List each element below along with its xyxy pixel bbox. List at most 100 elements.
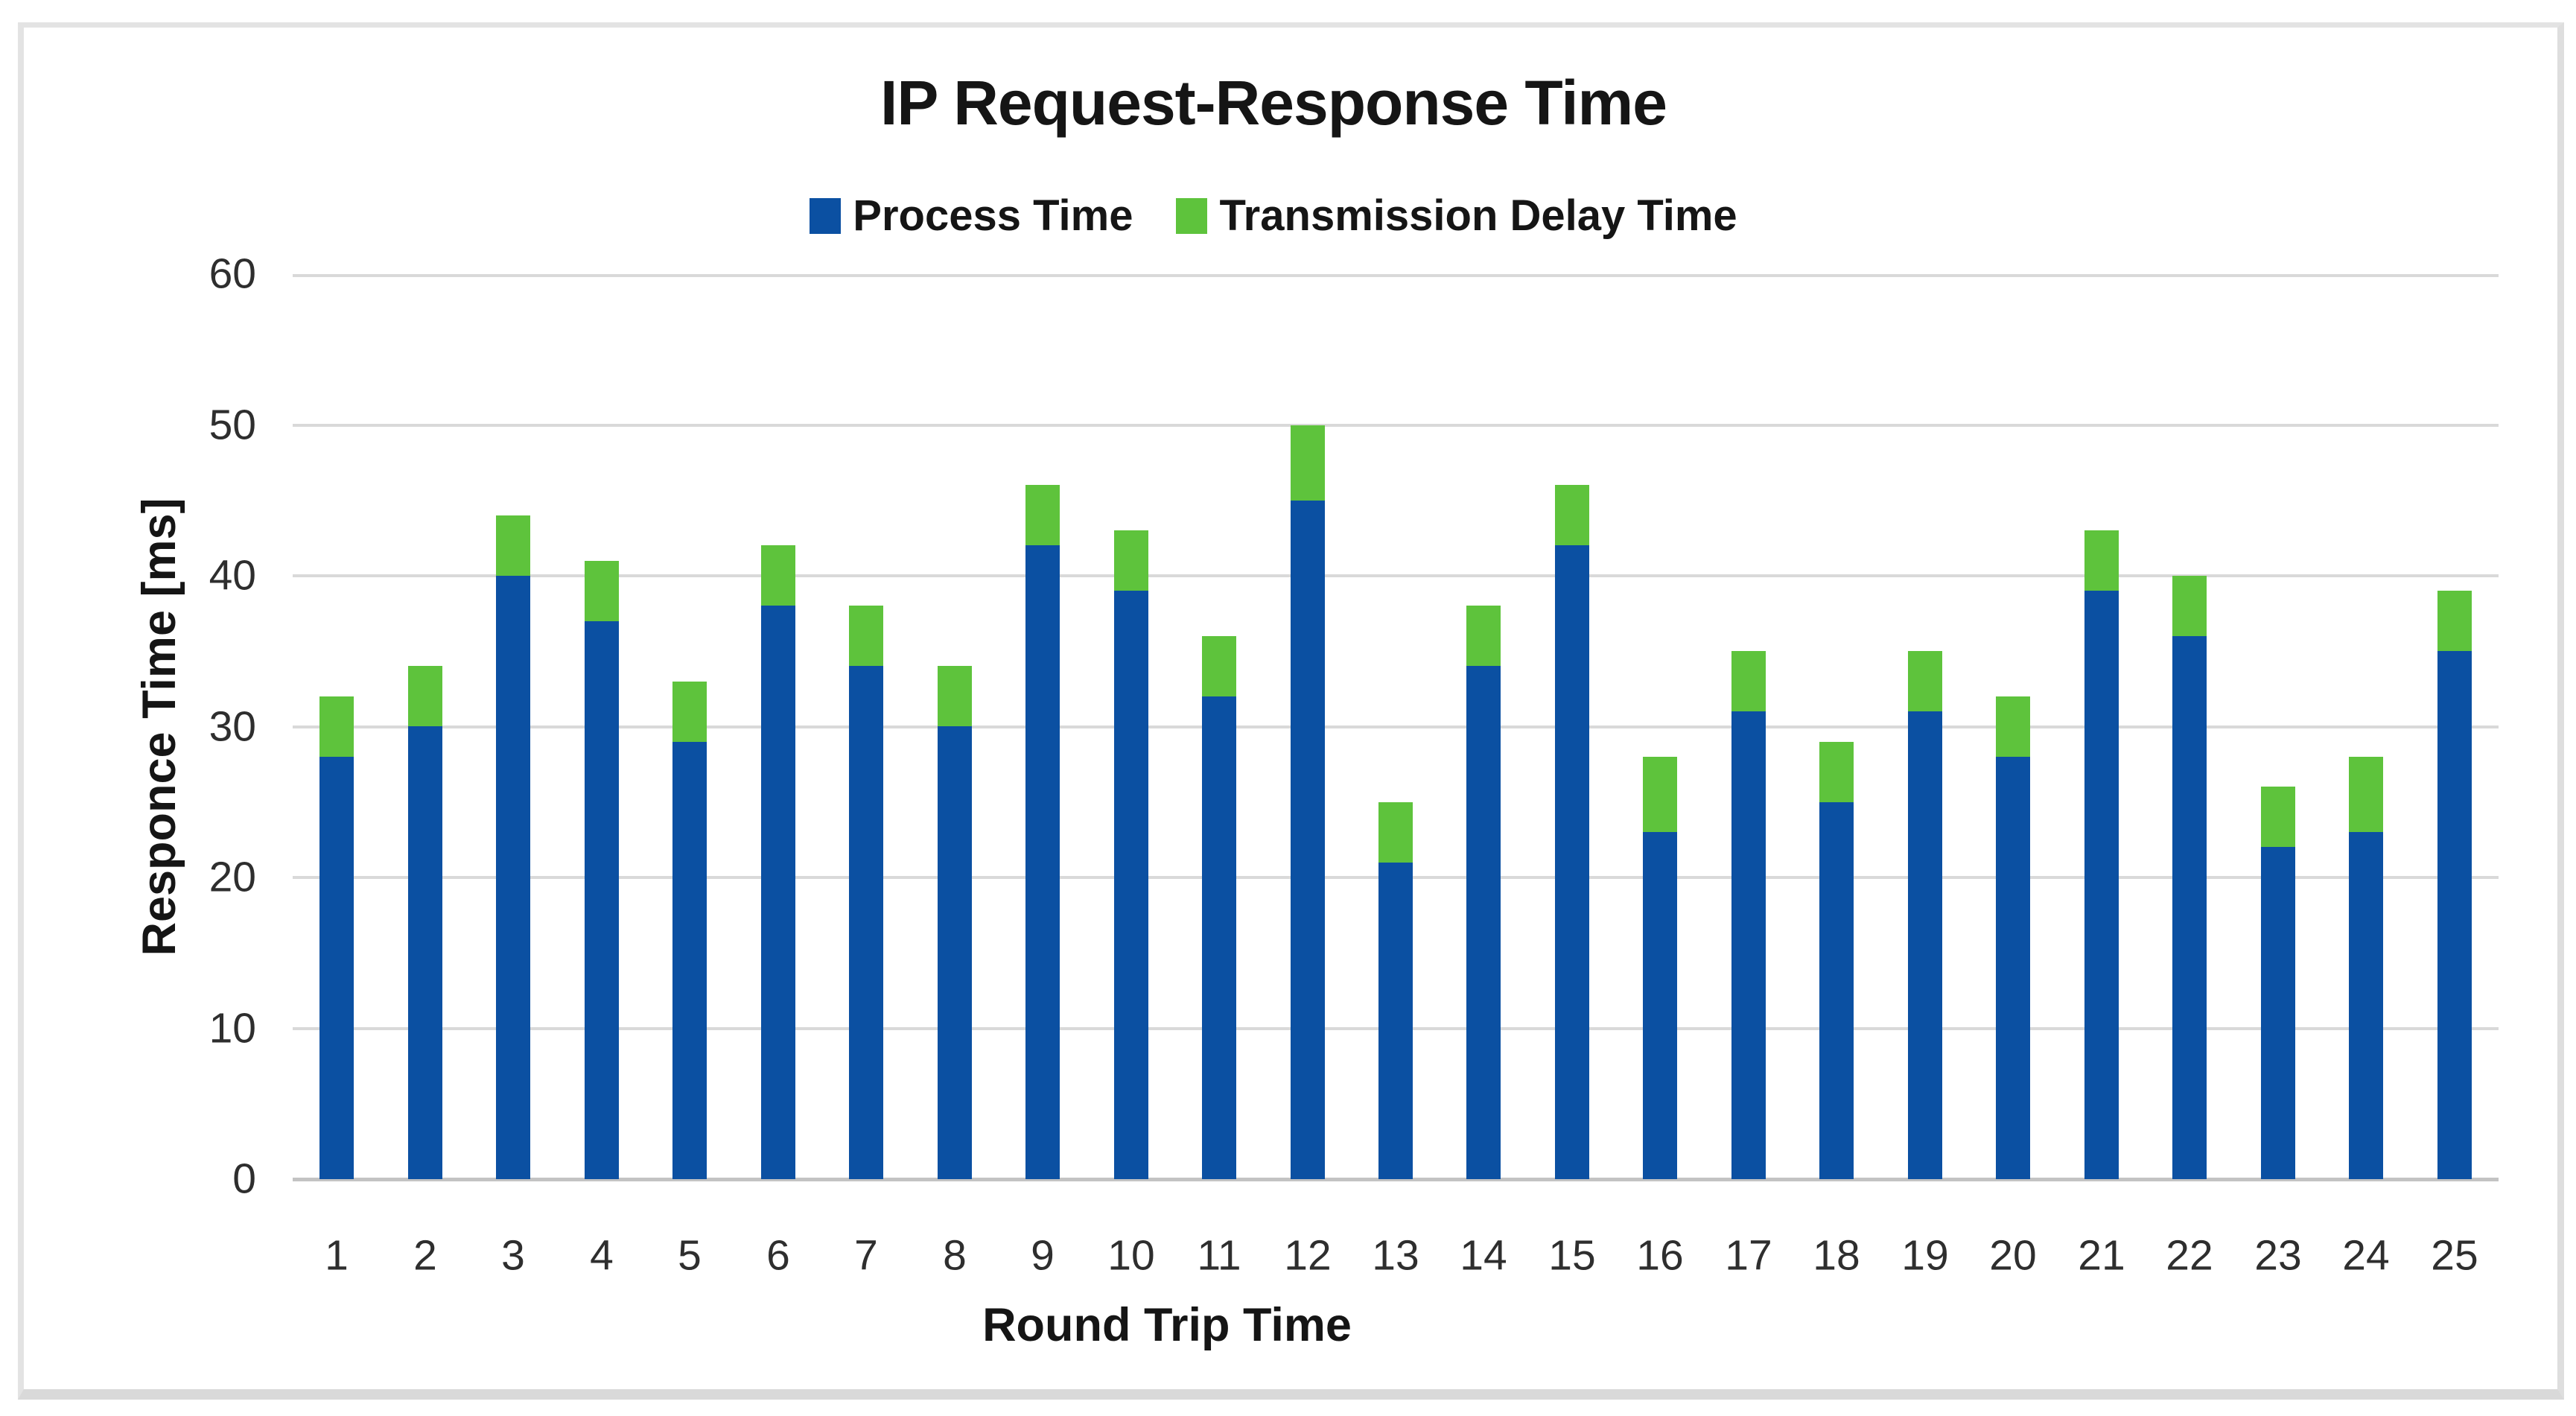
bar-3	[496, 515, 530, 1179]
transmission-delay-segment-4	[585, 561, 619, 621]
process-time-segment-21	[2084, 591, 2119, 1179]
bar-19	[1908, 651, 1942, 1179]
process-time-segment-14	[1466, 666, 1501, 1179]
y-tick-label-60: 60	[209, 250, 256, 298]
x-tick-label-14: 14	[1460, 1231, 1507, 1280]
bar-23	[2261, 787, 2295, 1179]
bar-10	[1114, 530, 1148, 1179]
gridline-y-0	[293, 1178, 2499, 1181]
transmission-delay-segment-23	[2261, 787, 2295, 847]
bar-9	[1025, 485, 1060, 1179]
process-time-segment-15	[1555, 545, 1589, 1179]
bar-2	[408, 666, 442, 1179]
x-tick-label-6: 6	[766, 1231, 790, 1280]
transmission-delay-segment-11	[1202, 636, 1236, 696]
x-tick-label-15: 15	[1548, 1231, 1596, 1280]
x-tick-label-24: 24	[2342, 1231, 2390, 1280]
process-time-segment-18	[1819, 802, 1854, 1179]
transmission-delay-segment-9	[1025, 485, 1060, 545]
process-time-segment-23	[2261, 847, 2295, 1179]
transmission-delay-segment-3	[496, 515, 530, 576]
transmission-delay-segment-20	[1996, 696, 2030, 757]
bar-17	[1731, 651, 1766, 1179]
bar-24	[2349, 757, 2383, 1179]
y-tick-label-0: 0	[232, 1155, 256, 1203]
transmission-delay-segment-1	[319, 696, 354, 757]
process-time-segment-24	[2349, 832, 2383, 1179]
x-tick-label-21: 21	[2078, 1231, 2125, 1280]
x-tick-label-5: 5	[678, 1231, 702, 1280]
bar-14	[1466, 606, 1501, 1179]
transmission-delay-segment-5	[672, 682, 707, 742]
process-time-segment-13	[1378, 863, 1413, 1179]
bar-12	[1291, 425, 1325, 1179]
transmission-delay-segment-15	[1555, 485, 1589, 545]
process-time-segment-3	[496, 576, 530, 1179]
bar-20	[1996, 696, 2030, 1179]
process-time-segment-17	[1731, 711, 1766, 1179]
transmission-delay-segment-25	[2437, 591, 2472, 651]
x-tick-label-23: 23	[2254, 1231, 2302, 1280]
x-tick-label-12: 12	[1284, 1231, 1332, 1280]
transmission-delay-segment-6	[761, 545, 795, 606]
transmission-delay-segment-24	[2349, 757, 2383, 832]
x-tick-label-1: 1	[325, 1231, 349, 1280]
x-tick-label-17: 17	[1725, 1231, 1772, 1280]
legend: Process Time Transmission Delay Time	[0, 192, 2547, 240]
process-time-segment-16	[1643, 832, 1677, 1179]
x-tick-label-8: 8	[943, 1231, 967, 1280]
transmission-delay-segment-10	[1114, 530, 1148, 591]
x-tick-label-19: 19	[1901, 1231, 1949, 1280]
x-tick-label-20: 20	[1989, 1231, 2037, 1280]
bar-1	[319, 696, 354, 1179]
process-time-segment-12	[1291, 501, 1325, 1179]
legend-label-transmission-delay-time: Transmission Delay Time	[1219, 191, 1737, 240]
bar-5	[672, 682, 707, 1179]
process-time-segment-1	[319, 757, 354, 1179]
transmission-delay-segment-16	[1643, 757, 1677, 832]
x-tick-label-11: 11	[1197, 1231, 1241, 1280]
x-tick-label-4: 4	[590, 1231, 614, 1280]
gridline-y-60	[293, 274, 2499, 277]
transmission-delay-segment-8	[938, 666, 972, 726]
process-time-segment-9	[1025, 545, 1060, 1179]
x-tick-label-13: 13	[1372, 1231, 1419, 1280]
process-time-swatch	[810, 197, 842, 234]
bar-13	[1378, 802, 1413, 1179]
plot-area	[293, 274, 2499, 1181]
bar-25	[2437, 591, 2472, 1179]
bar-8	[938, 666, 972, 1179]
gridline-y-50	[293, 424, 2499, 427]
x-tick-label-18: 18	[1813, 1231, 1860, 1280]
process-time-segment-25	[2437, 651, 2472, 1179]
y-tick-label-10: 10	[209, 1004, 256, 1052]
x-tick-label-7: 7	[854, 1231, 878, 1280]
process-time-segment-22	[2172, 636, 2207, 1179]
x-tick-label-22: 22	[2166, 1231, 2213, 1280]
transmission-delay-segment-21	[2084, 530, 2119, 591]
process-time-segment-20	[1996, 757, 2030, 1179]
transmission-delay-segment-22	[2172, 576, 2207, 636]
transmission-delay-segment-18	[1819, 742, 1854, 802]
transmission-delay-segment-13	[1378, 802, 1413, 863]
y-tick-label-30: 30	[209, 702, 256, 750]
transmission-delay-segment-7	[849, 606, 883, 666]
transmission-delay-segment-2	[408, 666, 442, 726]
transmission-delay-segment-14	[1466, 606, 1501, 666]
bar-6	[761, 545, 795, 1179]
x-tick-label-25: 25	[2431, 1231, 2478, 1280]
bar-22	[2172, 576, 2207, 1179]
x-tick-label-10: 10	[1107, 1231, 1155, 1280]
y-tick-label-50: 50	[209, 401, 256, 448]
transmission-delay-time-swatch	[1176, 197, 1208, 234]
process-time-segment-4	[585, 621, 619, 1179]
process-time-segment-5	[672, 742, 707, 1179]
bar-4	[585, 561, 619, 1179]
gridline-y-30	[293, 726, 2499, 728]
x-tick-label-9: 9	[1031, 1231, 1055, 1280]
process-time-segment-2	[408, 726, 442, 1179]
process-time-segment-10	[1114, 591, 1148, 1179]
bar-16	[1643, 757, 1677, 1179]
process-time-segment-7	[849, 666, 883, 1179]
